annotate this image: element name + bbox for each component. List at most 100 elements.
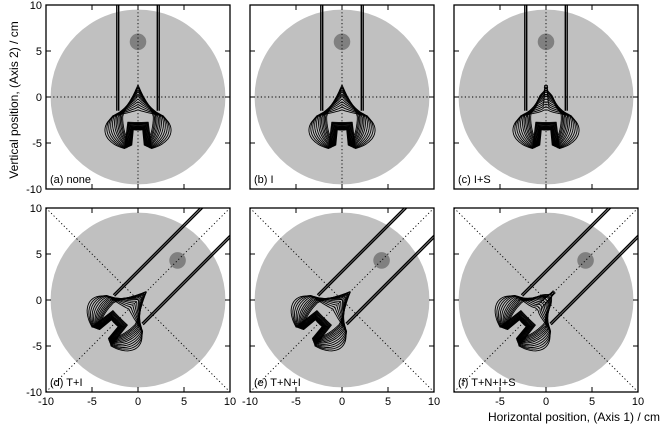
contour-level-0 <box>308 109 376 150</box>
contour-level-6 <box>523 93 569 147</box>
x-tick-label: 5 <box>589 396 595 408</box>
y-tick-label: 10 <box>30 0 42 12</box>
contour-level-1 <box>310 106 374 149</box>
x-tick-label: 0 <box>543 396 549 408</box>
contour-level-2 <box>516 104 576 149</box>
contour-level-10 <box>529 86 563 146</box>
y-tick-label: -10 <box>26 184 42 196</box>
contour-level-4 <box>297 296 346 345</box>
panel-label: (c) I+S <box>458 174 491 186</box>
contour-level-2 <box>294 294 348 348</box>
panel-label: (d) T+I <box>50 377 83 389</box>
beam-wall-2 <box>345 234 434 324</box>
contour-level-7 <box>321 91 363 147</box>
contour-level-4 <box>316 98 368 148</box>
contour-level-3 <box>518 101 574 148</box>
beam-wall-0 <box>316 208 406 296</box>
contour-level-11 <box>303 291 351 339</box>
x-tick-label: -5 <box>495 396 505 408</box>
beam-wall-2 <box>549 234 638 324</box>
contour-level-1 <box>292 295 347 350</box>
x-tick-label: 0 <box>135 396 141 408</box>
y-tick-label: 10 <box>30 203 42 215</box>
plot-area <box>250 5 434 189</box>
panel-label: (e) T+N+I <box>254 377 301 389</box>
contour-level-10 <box>98 292 146 340</box>
plot-area <box>46 208 230 392</box>
contour-level-0 <box>512 109 580 150</box>
contour-level-6 <box>503 296 550 343</box>
beam-wall-1 <box>522 208 612 297</box>
contour-level-8 <box>97 294 144 341</box>
contour-level-10 <box>121 86 155 146</box>
contour-level-6 <box>299 297 345 343</box>
beam-wall-3 <box>142 236 230 326</box>
beam-wall-3 <box>550 236 638 326</box>
contour-level-6 <box>95 297 141 343</box>
beam-wall-3 <box>346 236 434 326</box>
contour-level-5 <box>318 96 366 148</box>
contour-level-0 <box>104 109 172 150</box>
target-marker <box>169 252 186 269</box>
contour-level-9 <box>97 293 145 341</box>
contour-level-4 <box>93 296 142 345</box>
contour-level-10 <box>325 86 359 146</box>
panel-label: (a) none <box>50 174 91 186</box>
x-tick-label: 5 <box>181 396 187 408</box>
panel-label: (b) I <box>254 174 274 186</box>
contour-level-4 <box>520 98 572 148</box>
contour-level-11 <box>530 84 562 146</box>
panel-3: 10 5 0 -5 -10-10 -5 0 5 10 (d) T+I <box>26 203 236 408</box>
beam-wall-1 <box>318 208 408 297</box>
contour-level-5 <box>522 96 570 148</box>
beam-wall-0 <box>520 208 610 296</box>
x-tick-label: -5 <box>87 396 97 408</box>
contour-level-5 <box>114 96 162 148</box>
y-tick-label: 0 <box>36 295 42 307</box>
contour-level-11 <box>99 291 147 339</box>
panel-2: (c) I+S <box>453 4 639 190</box>
contour-level-8 <box>118 89 158 147</box>
contour-level-0 <box>494 295 551 352</box>
contour-level-9 <box>527 88 565 147</box>
contour-level-4 <box>112 98 164 148</box>
contour-level-0 <box>86 295 143 352</box>
contour-level-8 <box>505 294 552 341</box>
contour-level-10 <box>506 291 555 340</box>
panel-label: (f) T+N+I+S <box>458 377 516 389</box>
contour-level-7 <box>300 296 346 342</box>
x-tick-label: 10 <box>632 396 644 408</box>
contour-level-5 <box>298 296 346 344</box>
contour-level-7 <box>504 295 551 342</box>
y-tick-label: -10 <box>26 387 42 399</box>
phantom-disk <box>458 9 634 185</box>
contour-level-9 <box>505 292 554 341</box>
contour-level-1 <box>496 295 551 350</box>
contour-level-2 <box>90 294 144 348</box>
target-marker <box>373 252 390 269</box>
target-marker <box>577 252 594 269</box>
y-tick-label: 5 <box>36 46 42 58</box>
y-tick-label: 5 <box>36 249 42 261</box>
panel-1: (b) I <box>249 4 435 190</box>
contour-level-2 <box>312 104 372 149</box>
contour-level-2 <box>498 294 552 348</box>
contour-level-6 <box>115 93 161 147</box>
contour-level-9 <box>323 88 361 147</box>
contour-level-3 <box>110 101 166 148</box>
beam-wall-0 <box>112 208 202 296</box>
panel-4: -10 -5 0 5 10 (e) T+N+I <box>242 207 440 408</box>
contour-level-4 <box>501 296 550 345</box>
contour-level-11 <box>326 84 358 146</box>
y-tick-label: -5 <box>32 138 42 150</box>
plot-area <box>46 5 230 189</box>
x-tick-label: 5 <box>385 396 391 408</box>
contour-level-11 <box>507 290 556 339</box>
contour-level-7 <box>525 91 567 147</box>
contour-level-7 <box>117 91 159 147</box>
contour-level-10 <box>302 292 350 340</box>
panel-5: -5 0 5 10 (f) T+N+I+S <box>453 207 644 408</box>
panel-0: 10 5 0 -5 -10 (a) none <box>26 0 231 196</box>
y-tick-label: -5 <box>32 341 42 353</box>
